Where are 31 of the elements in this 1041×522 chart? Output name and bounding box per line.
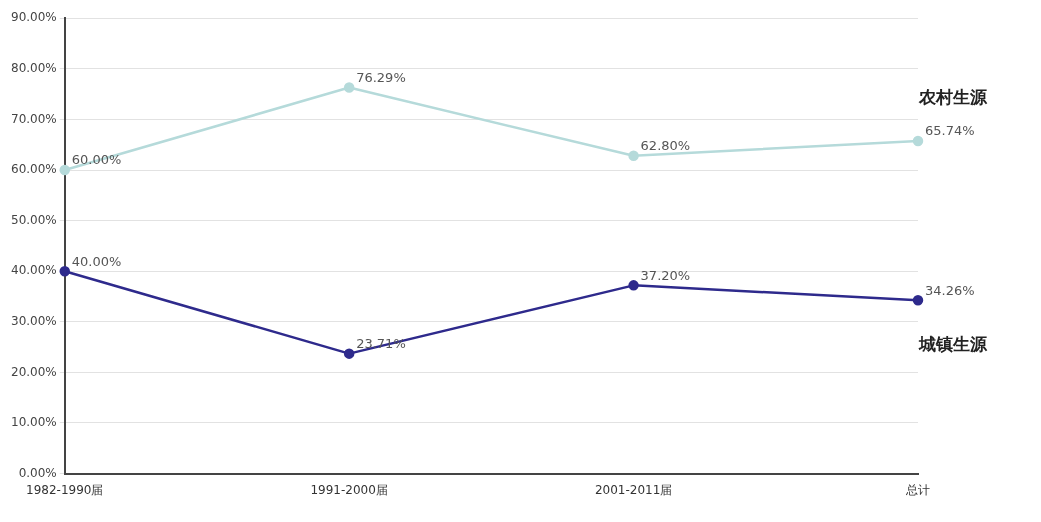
point <box>912 294 924 306</box>
y-tick-label: 60.00% <box>10 162 57 177</box>
y-tick-label: 10.00% <box>10 415 57 430</box>
series-label: 农村生源 <box>918 87 988 108</box>
data-label: 62.80% <box>640 138 691 154</box>
y-tick-label: 80.00% <box>10 60 57 75</box>
point <box>59 265 71 277</box>
y-tick-label: 40.00% <box>10 263 57 278</box>
y-tick-label: 70.00% <box>10 111 57 126</box>
data-label: 34.26% <box>925 282 975 298</box>
data-label: 65.74% <box>925 123 975 139</box>
x-tick-label: 总计 <box>905 482 930 497</box>
point <box>628 280 639 291</box>
y-tick-label: 30.00% <box>10 313 57 328</box>
y-tick-label: 50.00% <box>10 212 57 227</box>
point <box>59 164 71 176</box>
data-label: 60.00% <box>71 152 122 168</box>
data-label: 37.20% <box>640 267 691 283</box>
x-tick-label: 1991-2000届 <box>310 482 388 497</box>
point <box>628 150 639 162</box>
data-label: 40.00% <box>71 253 122 269</box>
series-label: 城镇生源 <box>918 333 988 354</box>
point <box>912 135 924 147</box>
point <box>343 348 355 359</box>
point <box>343 82 355 93</box>
y-tick-label: 20.00% <box>10 364 57 379</box>
x-tick-label: 1982-1990届 <box>26 482 104 497</box>
y-tick-label: 0.00% <box>18 465 57 480</box>
y-tick-label: 90.00% <box>10 10 57 25</box>
x-tick-label: 2001-2011届 <box>594 482 673 497</box>
data-label: 76.29% <box>356 69 406 85</box>
